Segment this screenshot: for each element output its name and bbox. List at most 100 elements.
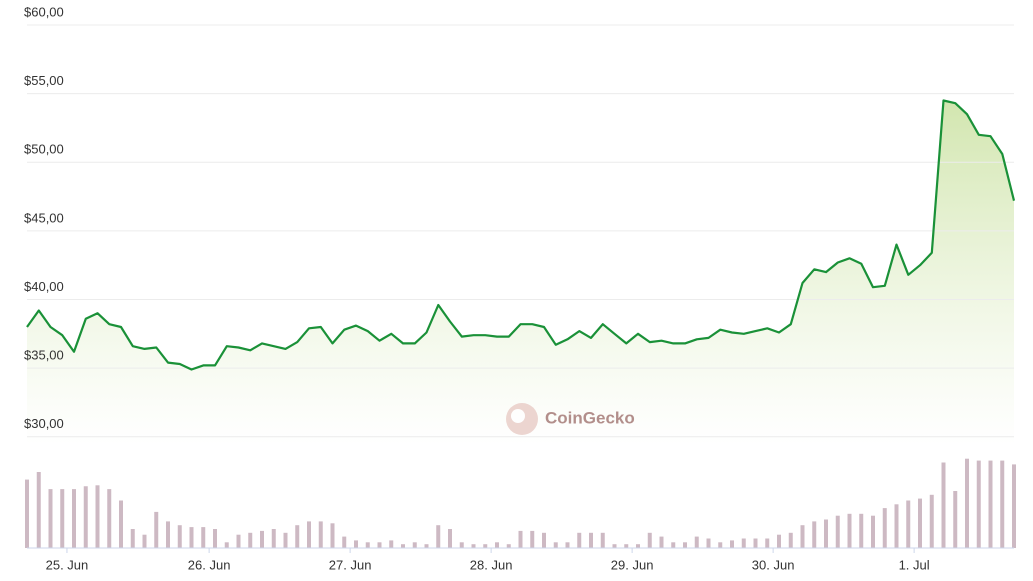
y-tick-label: $55,00 <box>24 73 64 88</box>
x-tick-label: 26. Jun <box>188 557 231 572</box>
volume-bar <box>871 515 875 548</box>
volume-bar <box>965 458 969 548</box>
volume-bar <box>565 542 570 548</box>
volume-bar <box>213 529 217 548</box>
volume-bar <box>60 489 65 548</box>
volume-bar <box>988 460 993 548</box>
volume-bar <box>295 525 300 548</box>
volume-bar <box>683 542 687 548</box>
volume-bar <box>283 532 288 548</box>
volume-bar <box>812 521 817 548</box>
volume-bar <box>976 460 981 548</box>
volume-bar <box>48 489 53 548</box>
volume-bar <box>659 536 664 548</box>
volume-bar <box>354 540 358 548</box>
volume-bar <box>800 525 805 548</box>
volume-bar <box>401 544 405 548</box>
volume-bar <box>459 542 464 548</box>
volume-bar <box>600 532 605 548</box>
volume-bar <box>730 540 734 548</box>
volume-bar <box>953 491 958 548</box>
volume-bar <box>130 529 135 548</box>
volume-bar <box>624 544 629 548</box>
volume-bar <box>847 513 852 548</box>
volume-bar <box>424 544 429 548</box>
volume-bar <box>835 515 840 548</box>
volume-bar <box>36 472 41 548</box>
volume-bar <box>377 542 382 548</box>
volume-bar <box>718 542 723 548</box>
volume-bar <box>706 538 711 548</box>
volume-bar <box>307 521 311 548</box>
volume-bar <box>330 523 335 548</box>
volume-bar <box>95 485 100 548</box>
volume-bar <box>318 521 323 548</box>
volume-bar <box>201 527 206 548</box>
x-tick-label: 25. Jun <box>46 557 89 572</box>
volume-bar <box>342 536 347 548</box>
x-tick-label: 30. Jun <box>752 557 795 572</box>
volume-bar <box>365 542 370 548</box>
volume-bar <box>542 532 546 548</box>
price-area <box>27 100 1014 445</box>
x-tick-label: 29. Jun <box>611 557 654 572</box>
volume-bar <box>119 500 123 548</box>
volume-bar <box>495 542 499 548</box>
volume-bar <box>471 544 476 548</box>
volume-bar <box>530 530 535 548</box>
volume-bar <box>577 532 582 548</box>
volume-bar <box>765 538 770 548</box>
watermark-text: CoinGecko <box>545 408 635 427</box>
volume-bar <box>189 527 194 548</box>
volume-bar <box>83 486 88 548</box>
volume-bar <box>389 540 394 548</box>
price-line <box>26 99 1016 371</box>
volume-bar <box>788 532 793 548</box>
volume-bar <box>918 498 922 548</box>
volume-bar <box>1000 460 1005 548</box>
volume-bar <box>271 529 276 548</box>
y-tick-label: $35,00 <box>24 348 64 363</box>
volume-bar <box>589 532 593 548</box>
volume-bar <box>448 529 452 548</box>
volume-bar <box>882 508 887 548</box>
volume-bar <box>647 532 652 548</box>
y-tick-label: $30,00 <box>24 416 64 431</box>
volume-bar <box>1012 464 1016 548</box>
volume-bar <box>107 489 112 548</box>
volume-bar <box>671 542 676 548</box>
y-tick-label: $60,00 <box>24 4 64 19</box>
volume-bar <box>741 538 746 548</box>
x-tick-label: 28. Jun <box>470 557 513 572</box>
volume-bar <box>142 534 147 548</box>
volume-bar <box>506 544 511 548</box>
volume-bar <box>694 536 699 548</box>
volume-bar <box>154 511 159 548</box>
volume-bar <box>859 513 864 548</box>
volume-bar <box>518 530 523 548</box>
volume-bar <box>753 538 758 548</box>
volume-bar <box>777 534 781 548</box>
volume-bar <box>177 525 182 548</box>
y-tick-label: $45,00 <box>24 210 64 225</box>
volume-bar <box>224 542 229 548</box>
volume-bar <box>929 494 934 548</box>
x-tick-label: 27. Jun <box>329 557 372 572</box>
volume-bar <box>236 534 241 548</box>
volume-bar <box>636 544 640 548</box>
y-tick-label: $40,00 <box>24 279 64 294</box>
volume-bar <box>166 521 170 548</box>
volume-bar <box>483 544 488 548</box>
volume-bar <box>553 542 558 548</box>
volume-bar <box>941 462 946 548</box>
volume-bar <box>612 544 617 548</box>
volume-bar <box>412 542 417 548</box>
volume-bar <box>25 479 29 548</box>
watermark: CoinGecko <box>506 403 635 435</box>
volume-bar <box>894 504 899 548</box>
volume-bar <box>72 489 76 548</box>
y-tick-label: $50,00 <box>24 142 64 157</box>
x-tick-label: 1. Jul <box>899 557 930 572</box>
volume-bar <box>436 525 441 548</box>
